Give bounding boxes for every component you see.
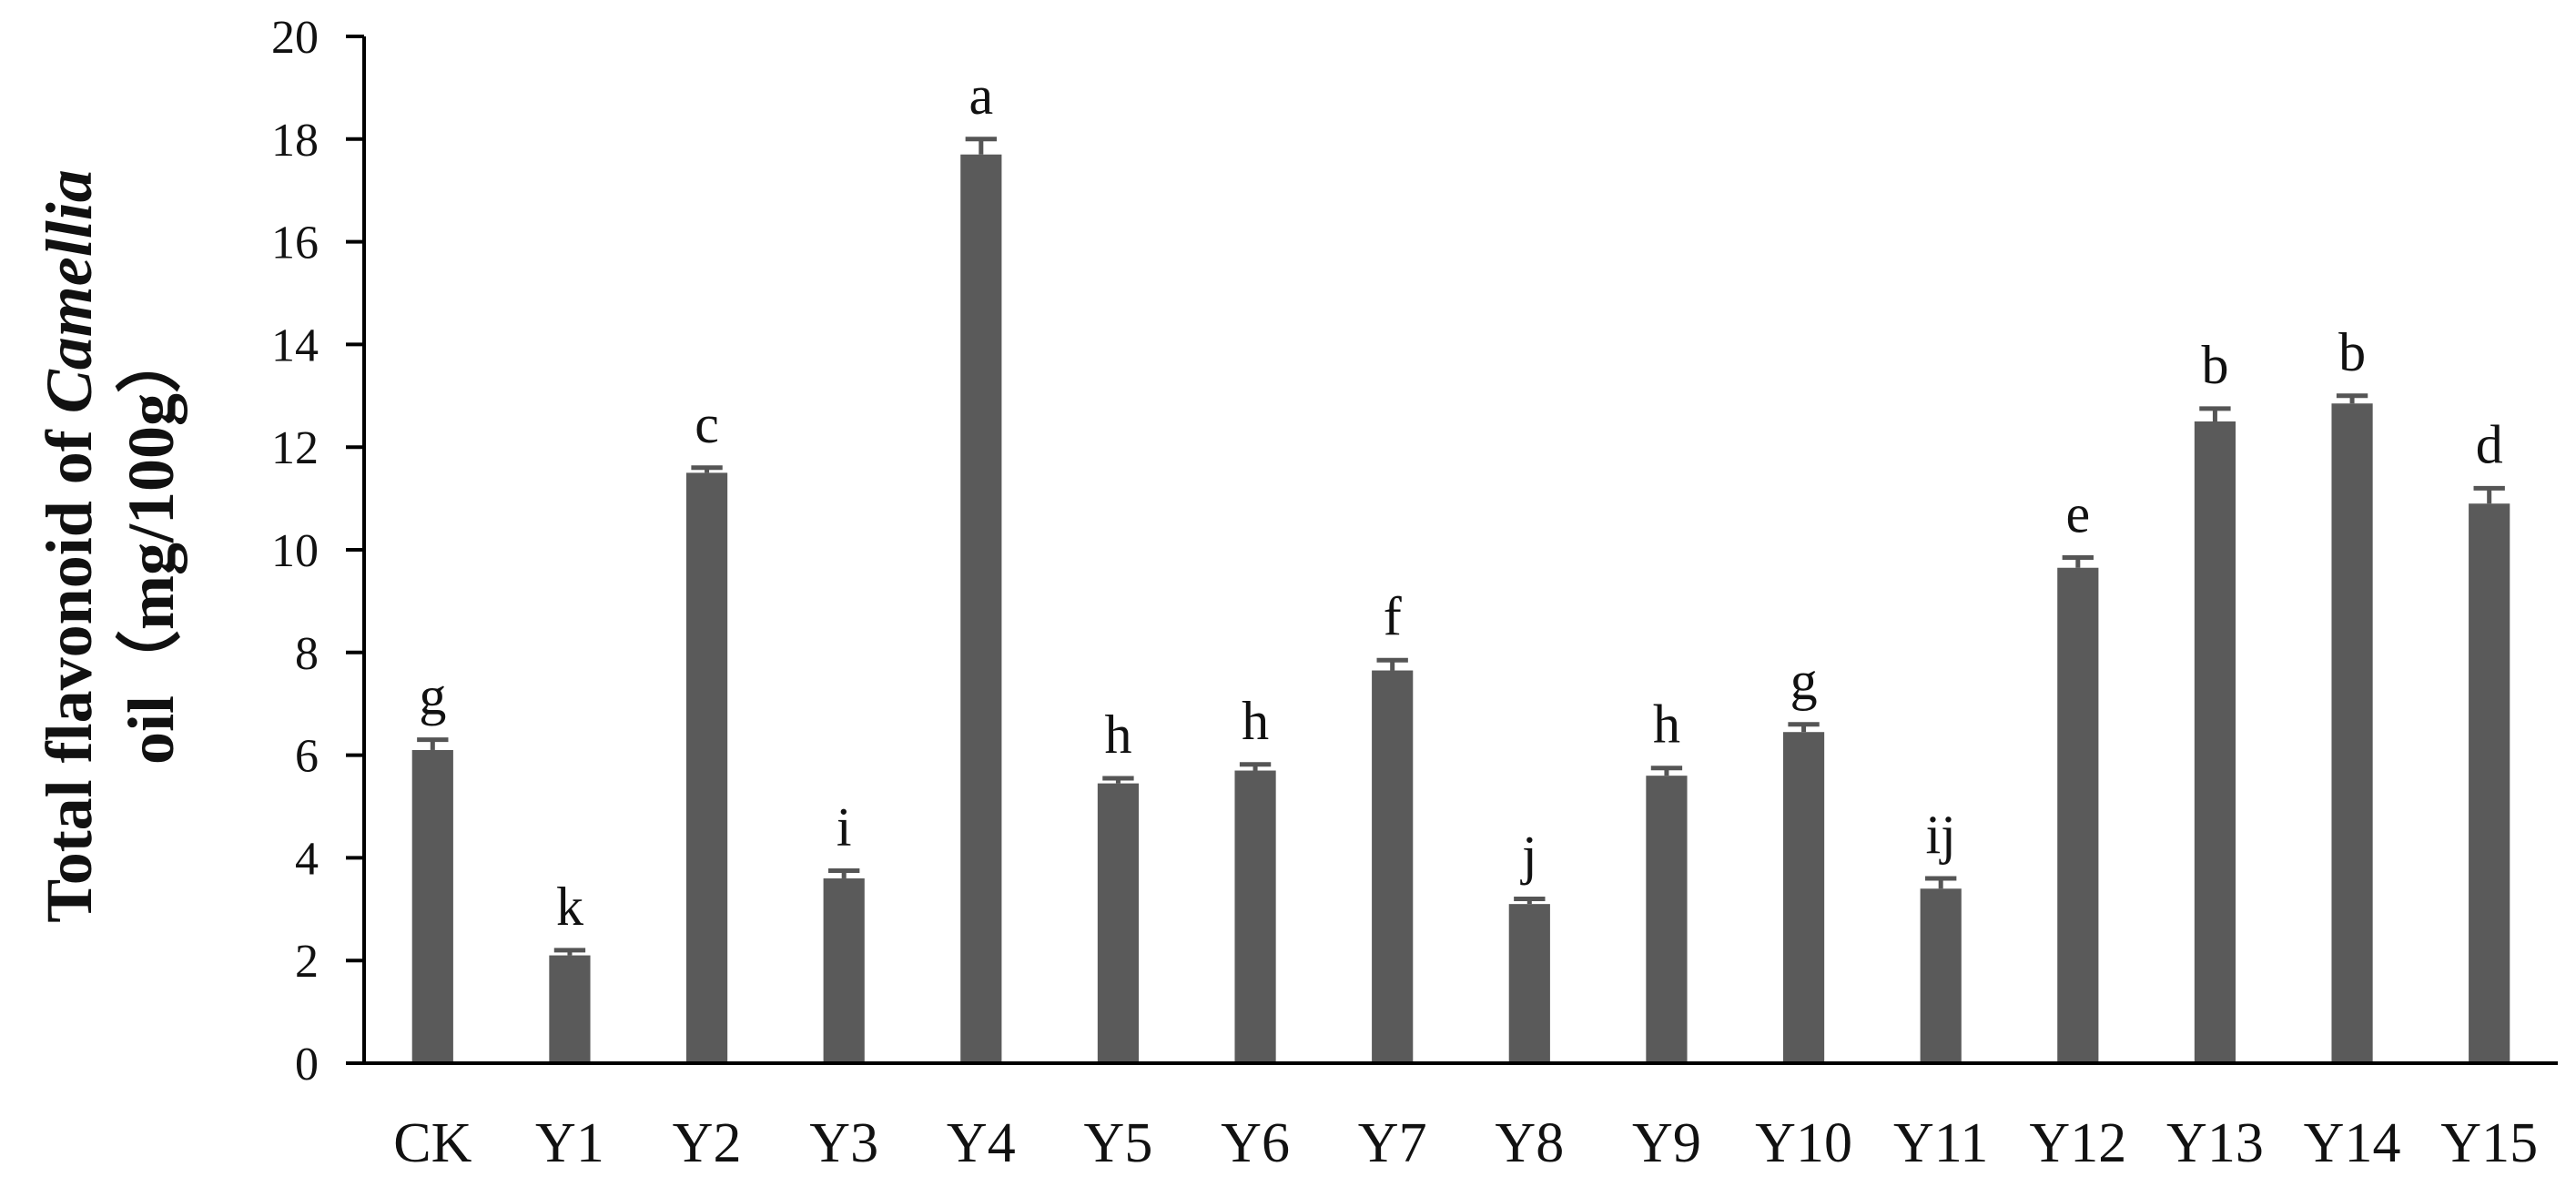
bar-y4 — [960, 154, 1002, 1064]
significance-label-y15: d — [2476, 414, 2503, 474]
svg-text:Total flavonoid of Camellia: Total flavonoid of Camellia — [33, 169, 106, 922]
bar-y5 — [1097, 783, 1140, 1063]
significance-label-y13: b — [2201, 335, 2228, 395]
x-tick-label-y13: Y13 — [2166, 1112, 2264, 1174]
significance-label-y5: h — [1104, 705, 1131, 765]
significance-label-y4: a — [969, 66, 993, 126]
x-tick-label-ck: CK — [393, 1112, 472, 1174]
y-axis-title-line2: oil（mg/100g） — [115, 328, 188, 765]
y-tick-label: 2 — [295, 936, 319, 988]
y-tick-label: 12 — [271, 422, 319, 474]
significance-labels: g k c i a h h f j h g ij e b b d — [419, 66, 2502, 937]
significance-label-y12: e — [2065, 483, 2090, 543]
significance-label-y2: c — [695, 394, 719, 454]
y-axis-title: Total flavonoid of Camellia oil（mg/100g） — [33, 169, 188, 922]
x-tick-label-y9: Y9 — [1632, 1112, 1701, 1174]
x-tick-label-y14: Y14 — [2304, 1112, 2401, 1174]
y-tick-label: 0 — [295, 1039, 319, 1090]
bar-y2 — [685, 472, 728, 1063]
y-axis-title-italic: Camellia — [33, 169, 106, 413]
significance-label-y8: j — [1520, 826, 1537, 886]
significance-label-y10: g — [1790, 651, 1818, 711]
significance-label-y3: i — [837, 797, 852, 857]
x-tick-label-y11: Y11 — [1893, 1112, 1988, 1174]
significance-label-y9: h — [1653, 695, 1680, 755]
significance-label-y7: f — [1384, 586, 1402, 646]
y-tick-label: 14 — [271, 320, 319, 371]
significance-label-y11: ij — [1926, 805, 1956, 865]
x-tick-label-y12: Y12 — [2029, 1112, 2126, 1174]
x-tick-label-y6: Y6 — [1221, 1112, 1290, 1174]
bar-y9 — [1646, 776, 1688, 1063]
bars — [411, 154, 2510, 1064]
y-tick-label: 16 — [271, 218, 319, 269]
bar-y13 — [2194, 421, 2236, 1063]
bar-y15 — [2469, 503, 2510, 1063]
y-tick-label: 8 — [295, 628, 319, 680]
x-tick-label-y15: Y15 — [2440, 1112, 2538, 1174]
bar-y14 — [2331, 403, 2373, 1063]
error-bars — [417, 137, 2505, 956]
x-tick-label-y2: Y2 — [673, 1112, 742, 1174]
x-tick-label-y8: Y8 — [1495, 1112, 1564, 1174]
y-tick-label: 4 — [295, 833, 319, 885]
x-tick-label-y4: Y4 — [947, 1112, 1016, 1174]
bar-y6 — [1234, 770, 1276, 1063]
significance-label-y1: k — [556, 877, 583, 937]
bar-y10 — [1782, 732, 1825, 1063]
bar-y1 — [549, 955, 591, 1063]
bar-y3 — [823, 877, 865, 1063]
bar-y7 — [1372, 670, 1414, 1063]
bar-y8 — [1508, 904, 1550, 1063]
x-tick-label-y5: Y5 — [1084, 1112, 1153, 1174]
y-tick-label: 18 — [271, 115, 319, 167]
y-axis: 0 2 4 6 8 10 12 14 16 18 20 — [271, 12, 366, 1090]
significance-label-ck: g — [419, 666, 446, 726]
bar-y11 — [1920, 888, 1962, 1063]
x-axis: CK Y1 Y2 Y3 Y4 Y5 Y6 Y7 Y8 Y9 Y10 Y11 Y12 Y13 Y14 Y15 — [364, 1061, 2558, 1174]
y-tick-label: 10 — [271, 525, 319, 577]
x-tick-label-y7: Y7 — [1358, 1112, 1427, 1174]
y-tick-label: 20 — [271, 12, 319, 64]
y-tick-label: 6 — [295, 731, 319, 783]
y-axis-title-prefix: Total flavonoid of — [33, 413, 106, 922]
bar-y12 — [2057, 567, 2099, 1063]
significance-label-y14: b — [2338, 322, 2366, 382]
bar-ck — [411, 749, 453, 1063]
x-tick-label-y3: Y3 — [809, 1112, 878, 1174]
significance-label-y6: h — [1242, 691, 1269, 751]
x-tick-label-y10: Y10 — [1755, 1112, 1852, 1174]
x-tick-label-y1: Y1 — [535, 1112, 604, 1174]
